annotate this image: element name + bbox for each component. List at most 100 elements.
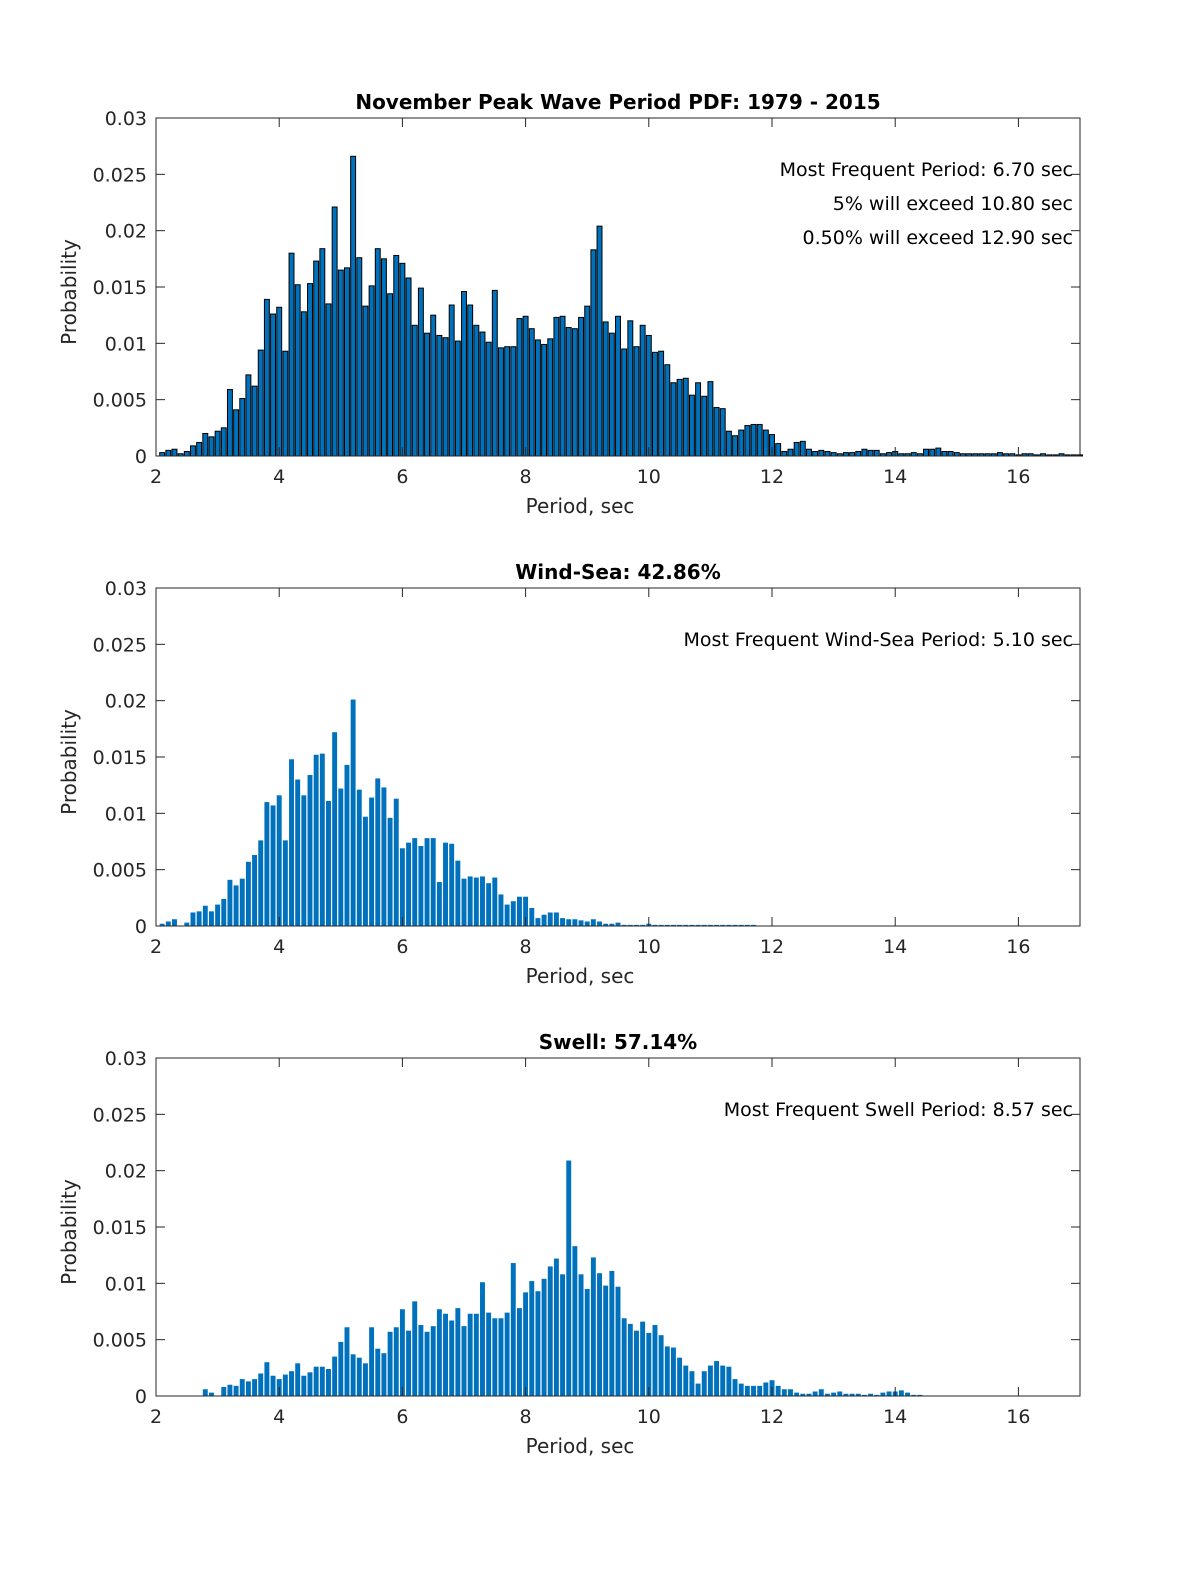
- bar: [498, 347, 504, 457]
- bar: [750, 423, 757, 457]
- bar: [276, 306, 283, 457]
- bar: [412, 838, 418, 926]
- bar: [159, 452, 166, 457]
- bar: [326, 800, 331, 926]
- bar: [584, 921, 590, 926]
- x-axis-label: Period, sec: [526, 494, 635, 518]
- bar: [578, 1274, 584, 1396]
- bar: [812, 450, 819, 457]
- bar: [436, 882, 442, 926]
- bar: [313, 754, 319, 926]
- bar: [300, 311, 307, 457]
- bar: [571, 328, 578, 457]
- bar: [523, 896, 529, 926]
- bar: [762, 429, 769, 457]
- bar: [165, 921, 171, 926]
- bar: [929, 448, 936, 457]
- bar: [516, 896, 522, 926]
- bar: [504, 1312, 510, 1396]
- bar: [190, 445, 196, 457]
- bar: [597, 921, 602, 926]
- bar: [861, 1394, 867, 1396]
- bar: [455, 1308, 461, 1396]
- x-tick-label: 12: [760, 1406, 784, 1428]
- bar: [245, 1381, 251, 1396]
- bar: [578, 920, 584, 926]
- bar: [713, 407, 720, 457]
- y-axis-label: Probability: [57, 1179, 81, 1285]
- bar: [295, 779, 301, 926]
- bar: [880, 1392, 886, 1396]
- bar: [553, 912, 559, 926]
- bar: [289, 1371, 294, 1396]
- bar: [294, 284, 301, 457]
- bar: [756, 423, 763, 457]
- bar: [621, 348, 628, 457]
- bar: [226, 389, 233, 457]
- bar: [319, 753, 325, 926]
- bar: [541, 343, 548, 457]
- bar: [744, 1385, 750, 1396]
- bar: [868, 1393, 874, 1396]
- bar: [492, 1318, 498, 1396]
- bar: [350, 699, 356, 926]
- bar: [658, 1335, 664, 1396]
- bar: [898, 1390, 904, 1396]
- bar: [461, 291, 467, 457]
- bar: [467, 1313, 473, 1396]
- bar: [399, 1309, 405, 1396]
- bar: [843, 1393, 849, 1396]
- bar: [683, 1365, 689, 1396]
- bar: [202, 905, 208, 926]
- bar: [270, 1375, 276, 1396]
- chart-panel-2: 2 4 6 8 10 12 14 16 0 0.005 0.01 0.015 0.02 0.025 0.03…: [57, 560, 1081, 988]
- bar: [442, 337, 449, 457]
- bar: [264, 1362, 270, 1396]
- x-tick-label: 2: [150, 1406, 162, 1428]
- bar: [418, 1325, 424, 1396]
- bar: [282, 1374, 288, 1396]
- x-tick-label: 6: [396, 466, 408, 488]
- bar: [658, 924, 664, 926]
- bar: [615, 1286, 621, 1396]
- bar: [818, 449, 825, 457]
- bar: [701, 924, 707, 926]
- bar: [443, 842, 448, 926]
- bar: [338, 788, 344, 926]
- y-tick-label: 0: [135, 1386, 147, 1408]
- bar: [449, 1320, 455, 1396]
- bar: [596, 225, 603, 457]
- bar: [627, 1323, 633, 1396]
- bar: [584, 1288, 590, 1396]
- bar: [695, 382, 702, 457]
- bar: [683, 924, 689, 926]
- bar: [695, 924, 701, 926]
- bar: [603, 1285, 609, 1396]
- bar: [652, 351, 658, 457]
- bar: [953, 452, 960, 457]
- bar: [560, 918, 566, 926]
- x-tick-label: 10: [637, 936, 661, 958]
- chart-title: Wind-Sea: 42.86%: [515, 560, 721, 584]
- bar: [467, 304, 474, 457]
- bar: [486, 1312, 492, 1396]
- bar: [313, 1366, 319, 1396]
- x-tick-label: 16: [1006, 1406, 1030, 1428]
- bar: [590, 1257, 596, 1396]
- bar: [634, 1330, 639, 1396]
- bar: [732, 435, 739, 457]
- bar: [830, 452, 837, 457]
- y-tick-label: 0.015: [93, 277, 147, 299]
- bar: [344, 1327, 350, 1396]
- bar: [338, 1341, 344, 1396]
- bar: [824, 450, 831, 457]
- bar: [430, 314, 437, 457]
- bar: [578, 316, 585, 457]
- annotation-text: Most Frequent Wind-Sea Period: 5.10 sec: [684, 629, 1073, 651]
- bar: [399, 848, 405, 926]
- bar: [516, 318, 523, 457]
- bar: [190, 912, 196, 926]
- bar: [208, 911, 214, 926]
- bar: [793, 441, 800, 457]
